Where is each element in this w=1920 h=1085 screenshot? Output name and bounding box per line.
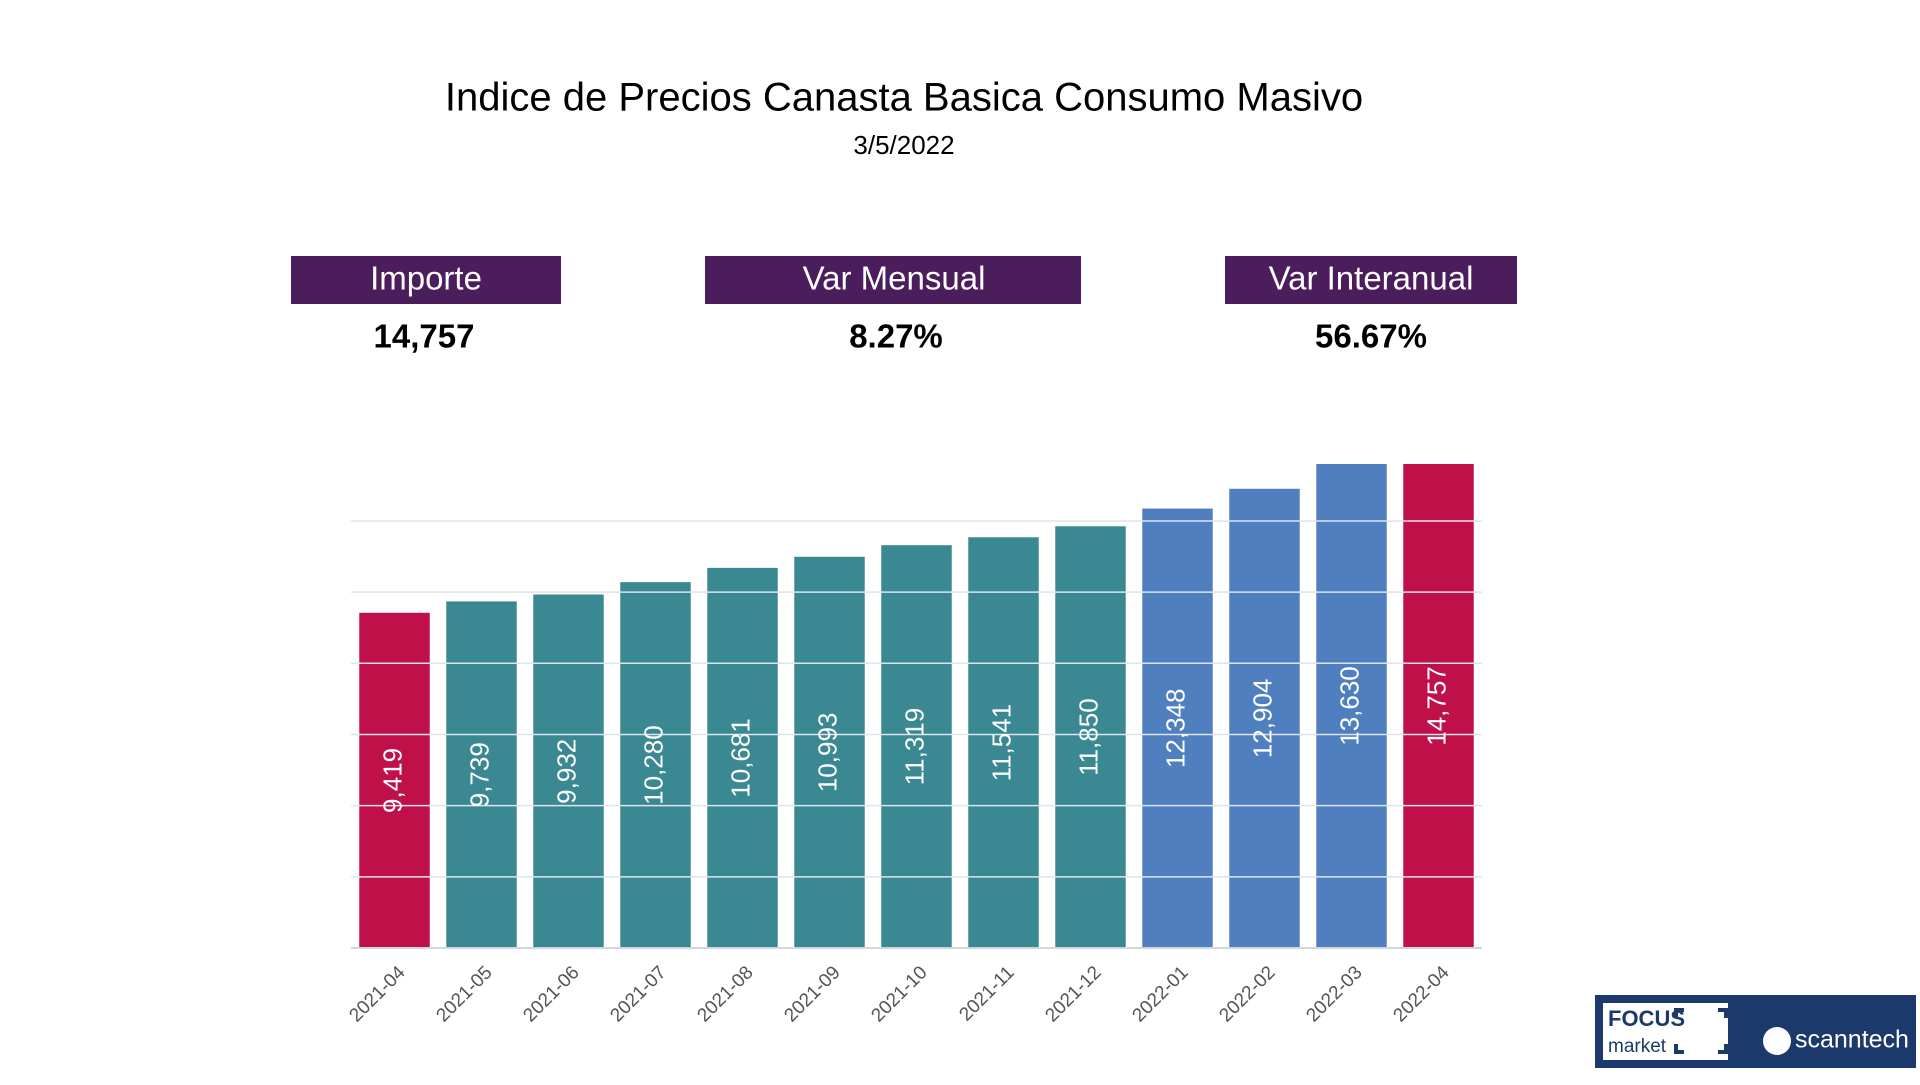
kpi-box <box>1225 256 1517 304</box>
x-tick-label: 2021-06 <box>519 962 583 1026</box>
bar <box>446 601 517 948</box>
plot-area <box>359 464 1474 948</box>
bar <box>881 545 952 948</box>
value-label: 11,319 <box>899 708 929 786</box>
bar <box>1403 464 1474 948</box>
kpi-box <box>705 256 1081 304</box>
value-label: 10,681 <box>725 718 755 798</box>
x-tick-label: 2021-05 <box>432 962 496 1026</box>
x-tick-label: 2022-03 <box>1302 962 1366 1026</box>
x-tick-label: 2021-11 <box>955 962 1018 1025</box>
value-label: 12,348 <box>1160 689 1190 769</box>
bar <box>1229 488 1300 948</box>
kpi-box <box>291 256 561 304</box>
kpi-value: 8.27% <box>849 318 943 355</box>
kpi-value: 56.67% <box>1315 318 1427 355</box>
kpi-label: Var Interanual <box>1269 260 1474 297</box>
x-tick-label: 2021-07 <box>606 962 670 1026</box>
x-tick-label: 2021-09 <box>780 962 844 1026</box>
bar <box>359 612 430 948</box>
bar <box>794 556 865 948</box>
x-tick-label: 2021-12 <box>1041 962 1105 1026</box>
value-label: 11,541 <box>986 704 1016 782</box>
value-label: 9,932 <box>551 739 581 804</box>
bar <box>533 594 604 948</box>
title: Indice de Precios Canasta Basica Consumo… <box>445 76 1363 120</box>
kpi-label: Importe <box>370 260 482 297</box>
value-label: 13,630 <box>1334 666 1364 746</box>
logo-panel <box>1603 1003 1728 1060</box>
kpi-label: Var Mensual <box>803 260 986 297</box>
x-tick-label: 2022-04 <box>1389 962 1453 1026</box>
bar <box>707 567 778 948</box>
subtitle: 3/5/2022 <box>853 130 954 160</box>
x-tick-label: 2022-01 <box>1128 962 1192 1026</box>
value-label: 14,757 <box>1421 666 1451 746</box>
bar <box>968 537 1039 948</box>
value-label: 9,739 <box>464 742 494 807</box>
bar <box>620 582 691 948</box>
value-label: 11,850 <box>1073 698 1103 776</box>
value-label: 10,280 <box>638 725 668 805</box>
logo-icon <box>1763 1027 1791 1055</box>
bar <box>1142 508 1213 948</box>
logo-sub: market <box>1608 1036 1667 1057</box>
logo-brand: FOCUS <box>1608 1006 1685 1031</box>
value-label: 12,904 <box>1247 679 1277 759</box>
bar <box>1316 464 1387 948</box>
value-label: 9,419 <box>377 748 407 813</box>
kpi-value: 14,757 <box>374 318 475 355</box>
logo-partner: scanntech <box>1795 1026 1909 1054</box>
x-tick-label: 2021-04 <box>345 962 409 1026</box>
x-tick-label: 2022-02 <box>1215 962 1279 1026</box>
x-tick-label: 2021-10 <box>867 962 931 1026</box>
value-label: 10,993 <box>812 713 842 793</box>
x-tick-label: 2021-08 <box>693 962 757 1026</box>
bar <box>1055 526 1126 948</box>
logo-frame <box>1674 1008 1728 1054</box>
